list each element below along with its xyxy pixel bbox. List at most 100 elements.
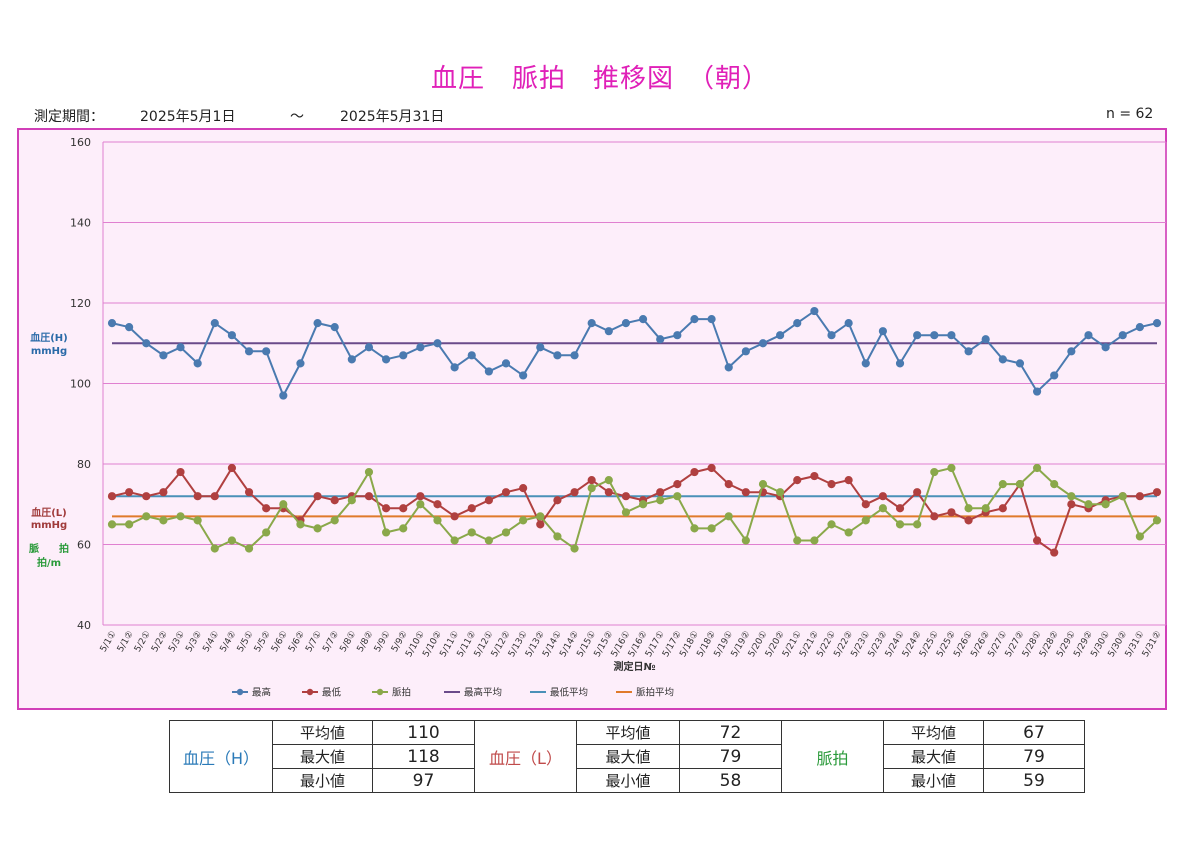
data-point: [964, 516, 973, 525]
x-tick-label: 5/9①: [373, 630, 393, 655]
data-point: [536, 512, 545, 521]
data-point: [381, 504, 391, 513]
data-point: [159, 351, 168, 360]
sample-count: n = 62: [1106, 106, 1154, 122]
stats-label-max: 最大値: [272, 744, 373, 769]
data-point: [690, 315, 699, 324]
data-point: [227, 331, 237, 340]
data-point: [1050, 371, 1059, 380]
data-point: [638, 500, 648, 509]
data-point: [673, 331, 682, 340]
data-point: [501, 488, 511, 497]
data-point: [416, 492, 425, 501]
data-point: [1152, 319, 1162, 328]
data-point: [433, 339, 442, 348]
legend-marker: [236, 688, 244, 696]
data-point: [741, 347, 750, 356]
x-tick-label: 5/2①: [133, 630, 153, 655]
data-point: [1135, 532, 1144, 541]
legend-marker: [306, 688, 314, 696]
data-point: [690, 524, 699, 533]
data-point: [330, 496, 339, 505]
data-point: [381, 528, 391, 537]
data-point: [570, 351, 579, 360]
data-point: [1015, 480, 1025, 489]
data-point: [536, 520, 545, 529]
data-point: [1067, 492, 1076, 501]
data-point: [861, 516, 870, 525]
data-point: [553, 496, 562, 505]
data-point: [621, 492, 631, 501]
data-point: [107, 520, 117, 529]
data-point: [604, 476, 613, 485]
chart-area: 4060801001201401605/1①5/1②5/2①5/2②5/3①5/…: [29, 136, 1167, 699]
y-axis-unit-low: mmHg: [31, 520, 67, 531]
data-point: [399, 351, 408, 360]
data-point: [998, 355, 1007, 364]
data-point: [142, 339, 151, 348]
data-point: [159, 516, 168, 525]
y-tick-label: 80: [77, 458, 91, 471]
data-point: [125, 488, 134, 497]
data-point: [107, 492, 117, 501]
data-point: [844, 528, 853, 537]
data-point: [1015, 359, 1025, 368]
stats-row-max: 最大値 118 最大値 79 最大値 79: [170, 744, 1085, 769]
data-point: [1152, 516, 1162, 525]
data-point: [656, 335, 665, 344]
data-point: [724, 363, 733, 372]
data-point: [621, 508, 631, 517]
data-point: [1032, 536, 1042, 545]
legend-label: 脈拍: [392, 687, 411, 699]
stats-row-min: 最小値 97 最小値 58 最小値 59: [170, 768, 1085, 793]
data-point: [707, 315, 716, 324]
x-tick-label: 5/6①: [270, 630, 290, 655]
data-point: [758, 480, 768, 489]
y-axis-unit-pulse: 拍/m: [37, 556, 61, 569]
stats-group-low: 血圧（L）: [474, 720, 577, 793]
stats-label-max: 最大値: [883, 744, 984, 769]
chart-frame: [17, 128, 1167, 710]
data-point: [467, 528, 476, 537]
data-point: [895, 504, 905, 513]
data-point: [176, 512, 185, 521]
x-tick-label: 5/4①: [201, 630, 221, 655]
data-point: [296, 359, 305, 368]
data-point: [364, 467, 374, 477]
data-point: [758, 339, 768, 348]
data-point: [142, 512, 151, 521]
data-point: [638, 315, 648, 324]
data-point: [981, 335, 990, 344]
data-point: [142, 492, 151, 501]
data-point: [1084, 331, 1093, 340]
y-axis-unit-high: mmHg: [31, 346, 67, 357]
data-point: [913, 488, 922, 497]
data-point: [878, 327, 888, 336]
period-tilde: ～: [290, 109, 304, 125]
data-point: [656, 488, 665, 497]
stats-pulse-avg: 67: [983, 720, 1085, 745]
data-point: [519, 371, 528, 380]
stats-label-avg: 平均値: [883, 720, 984, 745]
data-point: [673, 492, 682, 501]
x-tick-label: 5/3②: [184, 630, 204, 655]
data-point: [296, 520, 305, 529]
y-tick-label: 140: [70, 217, 91, 230]
data-point: [587, 484, 596, 493]
data-point: [450, 512, 459, 521]
stats-label-avg: 平均値: [576, 720, 680, 745]
x-tick-label: 5/7②: [321, 630, 341, 655]
y-tick-label: 120: [70, 297, 91, 310]
stats-group-pulse: 脈拍: [781, 720, 884, 793]
data-point: [553, 532, 562, 541]
data-point: [964, 504, 973, 513]
data-point: [810, 306, 819, 316]
data-point: [587, 476, 596, 485]
stats-table: 血圧（H） 平均値 110 血圧（L） 平均値 72 脈拍 平均値 67 最大値…: [169, 720, 1085, 793]
data-point: [793, 476, 802, 485]
data-point: [467, 351, 476, 360]
stats-row-avg: 血圧（H） 平均値 110 血圧（L） 平均値 72 脈拍 平均値 67: [169, 720, 1085, 793]
data-point: [1067, 347, 1076, 356]
data-point: [827, 520, 836, 529]
data-point: [416, 343, 425, 352]
